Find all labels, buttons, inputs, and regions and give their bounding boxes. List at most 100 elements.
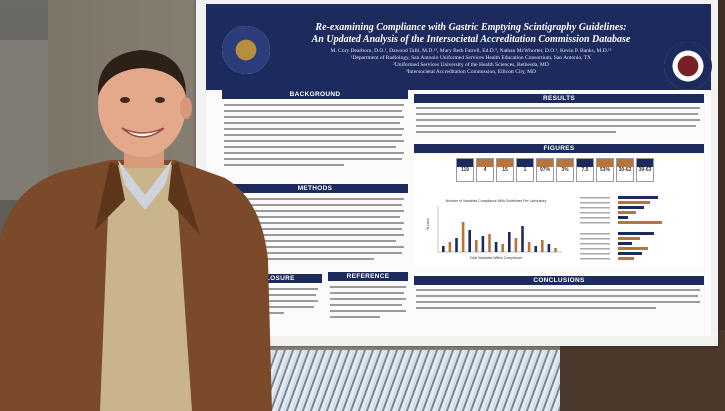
stat-tile: 7.5 (576, 158, 594, 182)
hbar (618, 242, 632, 245)
hbar-label (580, 197, 610, 199)
presenter-person (0, 50, 272, 411)
university-seal-icon (222, 26, 270, 74)
hbar-label (580, 207, 610, 209)
background-text (224, 102, 406, 174)
stat-tile: 3% (556, 158, 574, 182)
stat-tile-icon (597, 159, 613, 167)
stat-tile-icon (557, 159, 573, 167)
hbar-label (580, 238, 610, 240)
chart-bar (468, 230, 471, 252)
consortium-crest-icon (664, 42, 712, 90)
hbar-label (580, 217, 610, 219)
stat-tile: 53% (596, 158, 614, 182)
chart-bar (475, 240, 478, 252)
chart-bar (442, 246, 445, 252)
stat-tile-icon (537, 159, 553, 167)
stat-tile-value: 7.5 (581, 167, 589, 173)
chart-bar (508, 232, 511, 252)
hbar-label (580, 202, 610, 204)
stat-tile-value: 119 (460, 167, 470, 173)
hbar-label (580, 258, 610, 260)
chart-bar (521, 226, 524, 252)
title-line-1: Re-examining Compliance with Gastric Emp… (315, 22, 627, 33)
stat-tile: 4 (476, 158, 494, 182)
stat-tile-icon (517, 159, 533, 167)
conclusions-heading: CONCLUSIONS (414, 276, 704, 285)
hbar (618, 211, 636, 214)
stat-tile: 15 (496, 158, 514, 182)
chart-title: Number of Variables Compliance With Guid… (446, 199, 547, 203)
hbar (618, 247, 648, 250)
chart-bar (541, 240, 544, 252)
chart-bar (455, 238, 458, 252)
stat-tile-value: 4 (483, 167, 487, 173)
stat-tile-value: 53% (599, 167, 610, 173)
hbar (618, 206, 644, 209)
reference-heading: REFERENCE (328, 272, 408, 281)
poster-authors: M. Cory Dearborn, D.O.¹, Dawood Tafti, M… (286, 48, 656, 76)
results-text-lines (416, 107, 700, 133)
reference-text (330, 284, 408, 324)
chart-x-label: Total Variables Within Compliance (470, 256, 523, 260)
poster-header: Re-examining Compliance with Gastric Emp… (206, 4, 712, 90)
stat-tile: 119 (456, 158, 474, 182)
author-list: M. Cory Dearborn, D.O.¹, Dawood Tafti, M… (330, 48, 612, 54)
hbar-label (580, 248, 610, 250)
chart-bar (494, 242, 498, 252)
chart-bar (461, 222, 465, 252)
hbar (618, 232, 654, 235)
compliance-bar-chart: Number of Variables Compliance With Guid… (426, 199, 562, 260)
stat-tile-icon (617, 159, 633, 167)
figures-heading: FIGURES (414, 144, 704, 153)
stat-tile-value: 1 (523, 167, 527, 173)
hbar-label (580, 253, 610, 255)
right-lapel (168, 162, 200, 235)
hbar (618, 252, 642, 255)
stat-tile: 30-62 (616, 158, 634, 182)
stat-tile-value: 30-62 (618, 167, 632, 173)
background-text-lines (224, 104, 404, 166)
hbar (618, 201, 650, 204)
affiliation-3: ³Intersocietal Accreditation Commission,… (405, 69, 537, 75)
affiliation-1: ¹Department of Radiology, San Antonio Un… (350, 55, 592, 61)
hbar (618, 237, 640, 240)
hbar-label (580, 243, 610, 245)
hbar-label (580, 233, 610, 235)
stat-tile-icon (577, 159, 593, 167)
stat-tile-icon (477, 159, 493, 167)
smile (121, 127, 165, 138)
hair (97, 50, 186, 96)
stat-tile-value: 3% (561, 167, 569, 173)
ear (180, 97, 192, 119)
stat-tile: 97% (536, 158, 554, 182)
left-eye (120, 97, 130, 103)
face (98, 53, 186, 157)
chart-bar (527, 242, 531, 252)
stat-tile-value: 39-63 (638, 167, 652, 173)
chart-bar (514, 238, 518, 252)
sweater (100, 165, 192, 411)
chart-bar (554, 248, 557, 252)
results-text (416, 105, 702, 139)
hbar (618, 257, 634, 260)
horizontal-bar-charts (580, 196, 662, 260)
chart-bar (534, 246, 537, 252)
chart-bar (547, 244, 551, 252)
chart-bar (488, 234, 491, 252)
hbar-label (580, 222, 610, 224)
right-eye (155, 97, 165, 103)
methods-text (224, 196, 406, 266)
horizontal-bars (580, 196, 662, 260)
stat-tile-icon (457, 159, 473, 167)
affiliation-2: ²Uniformed Services University of the He… (393, 62, 549, 68)
methods-heading: METHODS (222, 184, 408, 193)
conclusions-text (416, 287, 702, 317)
methods-text-lines (224, 198, 404, 260)
results-heading: RESULTS (414, 94, 704, 103)
background-heading: BACKGROUND (222, 90, 408, 99)
disclosure-heading: DISCLOSURE (222, 274, 322, 283)
stat-tile-icon (637, 159, 653, 167)
reference-text-lines (330, 286, 406, 318)
